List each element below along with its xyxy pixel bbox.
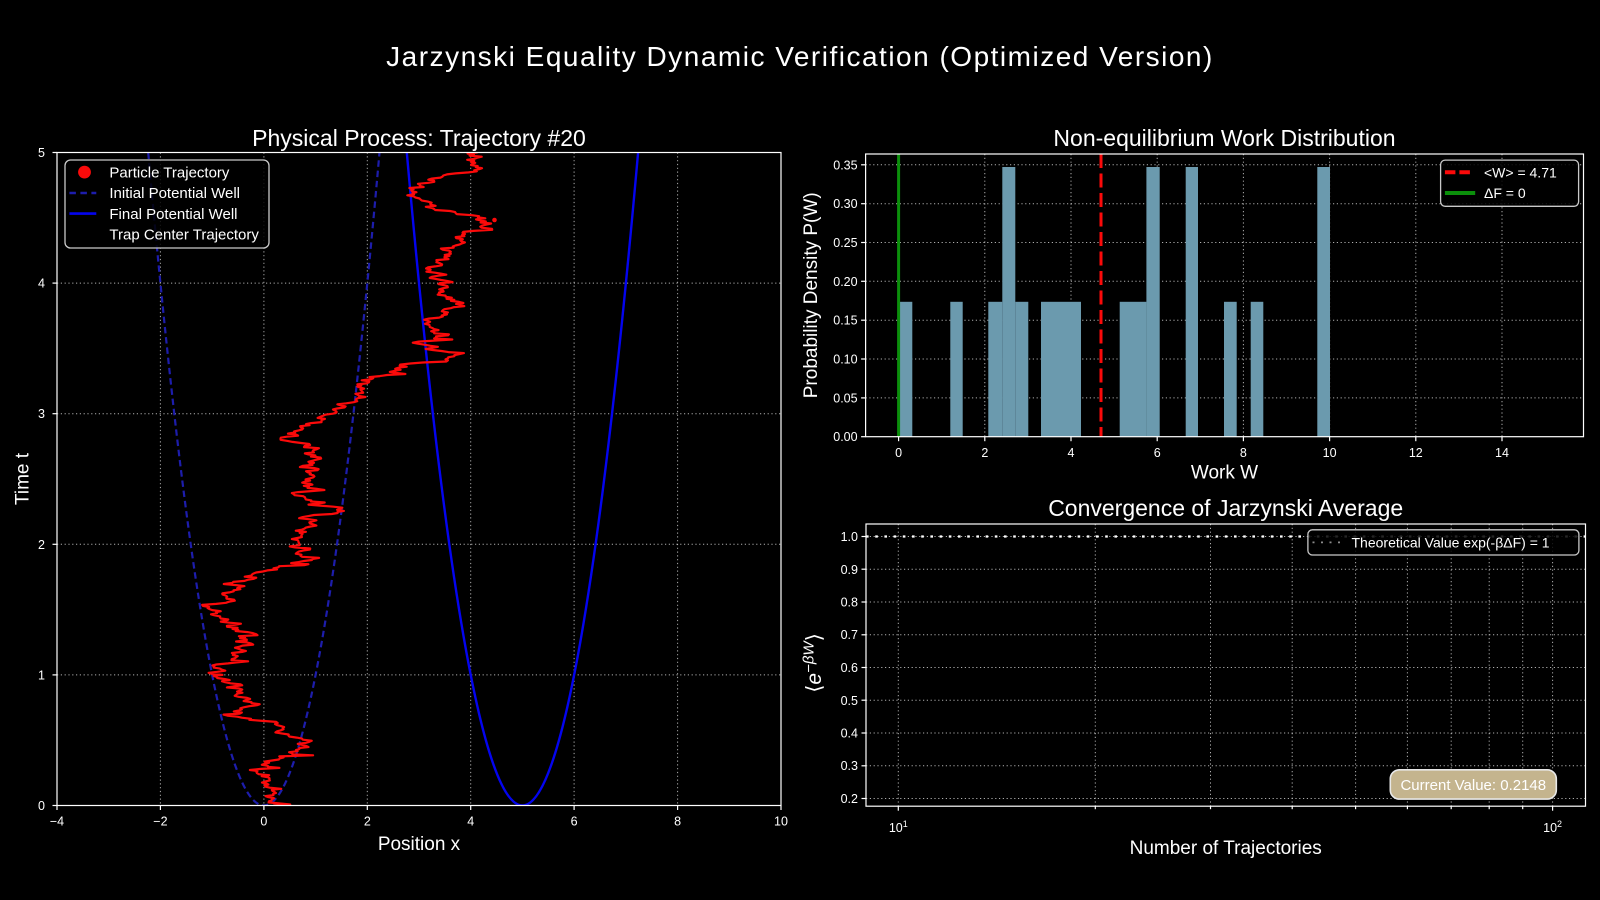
svg-text:14: 14 [1495,446,1509,460]
svg-text:8: 8 [1240,446,1247,460]
svg-text:1.0: 1.0 [841,530,858,544]
svg-text:0.4: 0.4 [841,727,858,741]
svg-text:Trap Center Trajectory: Trap Center Trajectory [109,227,259,244]
svg-text:0: 0 [260,815,267,829]
svg-text:2: 2 [364,815,371,829]
svg-text:0.10: 0.10 [833,353,857,367]
svg-text:Work W: Work W [1191,463,1258,484]
svg-text:0.7: 0.7 [841,628,858,642]
svg-text:0.8: 0.8 [841,596,858,610]
svg-text:Time t: Time t [13,452,34,505]
svg-text:0.2: 0.2 [841,792,858,806]
svg-text:0.3: 0.3 [841,759,858,773]
svg-text:0.15: 0.15 [833,314,857,328]
svg-text:2: 2 [38,538,45,552]
svg-text:−4: −4 [50,815,64,829]
svg-text:0: 0 [38,799,45,813]
svg-text:Physical Process: Trajectory #: Physical Process: Trajectory #20 [252,125,586,151]
svg-text:Non-equilibrium Work Distribut: Non-equilibrium Work Distribution [1053,125,1395,151]
svg-text:0.6: 0.6 [841,661,858,675]
svg-text:0.9: 0.9 [841,563,858,577]
svg-text:12: 12 [1409,446,1423,460]
svg-text:Convergence of Jarzynski Avera: Convergence of Jarzynski Average [1048,495,1403,521]
svg-text:−2: −2 [153,815,167,829]
svg-text:10: 10 [1323,446,1337,460]
svg-text:0.20: 0.20 [833,275,857,289]
svg-text:Particle Trajectory: Particle Trajectory [109,164,230,181]
svg-text:Current Value: 0.2148: Current Value: 0.2148 [1400,777,1546,794]
svg-text:1: 1 [38,668,45,682]
svg-text:ΔF = 0: ΔF = 0 [1484,185,1526,201]
svg-text:4: 4 [38,277,45,291]
svg-text:Initial Potential Well: Initial Potential Well [109,185,240,202]
svg-text:Number of Trajectories: Number of Trajectories [1130,838,1322,859]
svg-text:4: 4 [467,815,474,829]
svg-text:4: 4 [1068,446,1075,460]
svg-text:Position x: Position x [378,834,461,855]
svg-text:0.35: 0.35 [833,158,857,172]
svg-text:3: 3 [38,407,45,421]
svg-text:6: 6 [571,815,578,829]
svg-text:10: 10 [774,815,788,829]
svg-text:6: 6 [1154,446,1161,460]
svg-text:0.25: 0.25 [833,236,857,250]
svg-text:8: 8 [674,815,681,829]
svg-text:2: 2 [981,446,988,460]
svg-text:0.05: 0.05 [833,391,857,405]
svg-text:Theoretical Value exp(-βΔF) =: Theoretical Value exp(-βΔF) = 1 [1352,534,1550,550]
svg-text:5: 5 [38,146,45,160]
svg-text:0.00: 0.00 [833,430,857,444]
svg-text:0.30: 0.30 [833,197,857,211]
svg-text:Final Potential Well: Final Potential Well [109,206,237,223]
svg-text:0: 0 [895,446,902,460]
svg-text:0.5: 0.5 [841,694,858,708]
svg-text:Jarzynski Equality Dynamic Ver: Jarzynski Equality Dynamic Verification … [386,41,1214,72]
svg-text:<W> = 4.71: <W> = 4.71 [1484,164,1557,180]
svg-text:Probability Density P(W): Probability Density P(W) [801,192,822,398]
